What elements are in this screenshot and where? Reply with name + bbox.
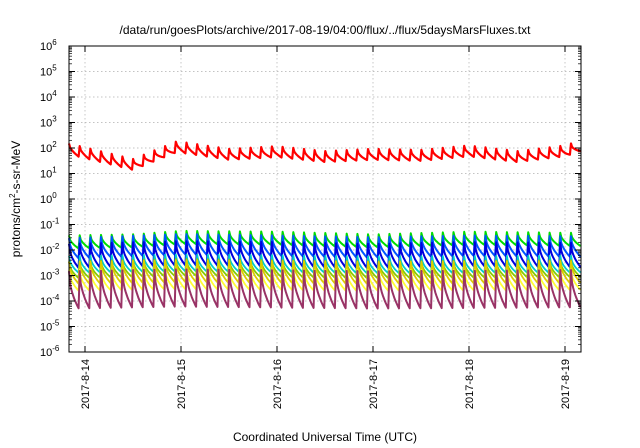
y-tick-label-base: 10 [40,67,52,79]
y-tick-label-exp: -1 [52,217,60,226]
y-tick-label-exp: 2 [52,140,57,149]
x-axis: 2017-8-14 2017-8-15 2017-8-16 2017-8-17 2017… [80,46,572,409]
series-1-line [67,140,581,171]
y-axis-label: protons/cm2-s-sr-MeV [8,141,23,257]
y-tick-label-base: 10 [40,296,52,308]
y-tick-label: 104 [40,89,57,104]
x-tick-label: 2017-8-17 [368,359,380,409]
x-tick-label: 2017-8-15 [176,359,188,409]
y-tick-label-base: 10 [40,118,52,130]
y-tick-label: 10-4 [40,293,60,308]
y-tick-label: 100 [40,191,57,206]
y-tick-label-base: 10 [40,220,52,232]
y-tick-label-exp: 6 [52,38,57,47]
y-tick-label-exp: -3 [52,268,60,277]
y-tick-label-exp: 0 [52,191,57,200]
y-tick-label: 103 [40,115,57,130]
y-tick-label-base: 10 [40,322,52,334]
y-tick-label-exp: -6 [52,344,60,353]
y-tick-label-exp: -2 [52,242,60,251]
y-tick-label-base: 10 [40,271,52,283]
y-tick-label: 10-5 [40,319,60,334]
y-tick-label-base: 10 [40,245,52,257]
y-tick-label-base: 10 [40,92,52,104]
y-tick-label-exp: 3 [52,115,57,124]
y-tick-label-exp: 5 [52,64,57,73]
y-tick-label-base: 10 [40,143,52,155]
y-axis-label-sup: 2 [8,193,17,198]
chart-title: /data/run/goesPlots/archive/2017-08-19/0… [120,23,532,37]
y-tick-label-exp: -5 [52,319,60,328]
x-tick-label: 2017-8-14 [80,359,92,409]
y-tick-label: 10-3 [40,268,60,283]
y-tick-label: 106 [40,38,57,53]
y-tick-label-base: 10 [40,169,52,181]
x-axis-label: Coordinated Universal Time (UTC) [233,430,417,444]
y-axis: 10-610-510-410-310-210-11001011021031041… [40,38,581,359]
y-tick-label-base: 10 [40,194,52,206]
y-tick-label-exp: 4 [52,89,57,98]
y-tick-label: 10-1 [40,217,60,232]
y-tick-label: 102 [40,140,57,155]
series-group [67,140,582,310]
y-axis-label-base: protons/cm [9,198,23,257]
y-tick-label: 101 [40,166,57,181]
y-axis-label-rest: -s-sr-MeV [9,141,23,194]
x-tick-label: 2017-8-18 [464,359,476,409]
y-tick-label-base: 10 [40,347,52,359]
y-tick-label-base: 10 [40,41,52,53]
x-tick-label: 2017-8-16 [272,359,284,409]
y-tick-label: 10-2 [40,242,60,257]
y-tick-label: 105 [40,64,57,79]
y-tick-label-exp: -4 [52,293,60,302]
series-9-line [68,268,582,310]
x-tick-label: 2017-8-19 [560,359,572,409]
y-tick-label: 10-6 [40,344,60,359]
y-tick-label-exp: 1 [52,166,57,175]
